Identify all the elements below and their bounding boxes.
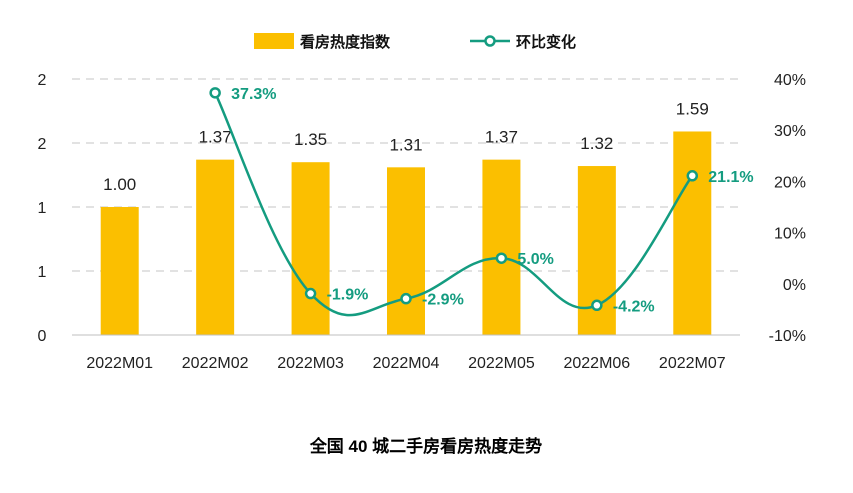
right-tick-label: 10%: [774, 226, 806, 243]
legend-line-label: 环比变化: [516, 33, 576, 51]
x-tick-label: 2022M06: [563, 355, 630, 372]
x-tick-label: 2022M07: [659, 355, 726, 372]
bars: [100, 131, 712, 335]
line-value-label: 21.1%: [708, 169, 753, 186]
line-value-label: -4.2%: [613, 298, 655, 315]
line-value-label: -2.9%: [422, 292, 464, 309]
left-tick-label: 1: [38, 200, 47, 217]
x-tick-label: 2022M01: [86, 355, 153, 372]
bar-value-label: 1.00: [103, 175, 136, 194]
bar: [387, 167, 425, 335]
right-axis-ticks: -10% 0% 10% 20% 30% 40%: [769, 72, 806, 345]
legend: 看房热度指数 环比变化: [254, 33, 576, 51]
chart-title: 全国 40 城二手房看房热度走势: [309, 436, 542, 456]
line-point: [304, 287, 317, 300]
right-tick-label: 20%: [774, 174, 806, 191]
bar-value-labels: 1.00 1.37 1.35 1.31 1.37 1.32 1.59: [103, 99, 709, 194]
bar-value-label: 1.59: [676, 99, 709, 118]
left-tick-label: 2: [38, 136, 47, 153]
line-points: [209, 87, 699, 312]
bar-value-label: 1.31: [389, 135, 422, 154]
left-axis-ticks: 0 1 1 2 2: [38, 72, 47, 345]
line-point: [400, 292, 412, 305]
bar-value-label: 1.32: [580, 134, 613, 153]
line-value-label: 37.3%: [231, 86, 276, 103]
line-point: [686, 170, 699, 182]
line-point: [495, 252, 508, 264]
left-tick-label: 1: [38, 264, 47, 281]
line-point: [209, 87, 221, 99]
legend-line-marker: [484, 35, 496, 47]
left-tick-label: 2: [38, 72, 47, 89]
x-tick-label: 2022M04: [373, 355, 440, 372]
bar: [482, 159, 521, 335]
x-tick-label: 2022M03: [277, 355, 344, 372]
right-tick-label: 30%: [774, 123, 806, 140]
x-axis-ticks: 2022M01 2022M02 2022M03 2022M04 2022M05 2022M…: [86, 355, 725, 372]
line-value-label: -1.9%: [327, 287, 369, 304]
bar: [291, 162, 330, 335]
legend-bar-swatch: [254, 33, 294, 49]
line-value-labels: 37.3% -1.9% -2.9% 5.0% -4.2% 21.1%: [231, 86, 754, 315]
bar-value-label: 1.35: [294, 130, 327, 149]
x-tick-label: 2022M05: [468, 355, 535, 372]
legend-bar-label: 看房热度指数: [300, 33, 391, 51]
left-tick-label: 0: [38, 328, 47, 345]
line-point: [591, 299, 603, 312]
line-series-path: [214, 92, 694, 317]
bar: [100, 207, 139, 335]
bar-value-label: 1.37: [485, 128, 518, 147]
right-tick-label: 40%: [774, 72, 806, 89]
right-tick-label: 0%: [783, 277, 806, 294]
bar: [673, 131, 712, 335]
right-tick-label: -10%: [769, 328, 806, 345]
bar-value-label: 1.37: [199, 128, 232, 147]
x-tick-label: 2022M02: [182, 355, 249, 372]
bar: [196, 159, 235, 335]
line-value-label: 5.0%: [517, 251, 553, 268]
